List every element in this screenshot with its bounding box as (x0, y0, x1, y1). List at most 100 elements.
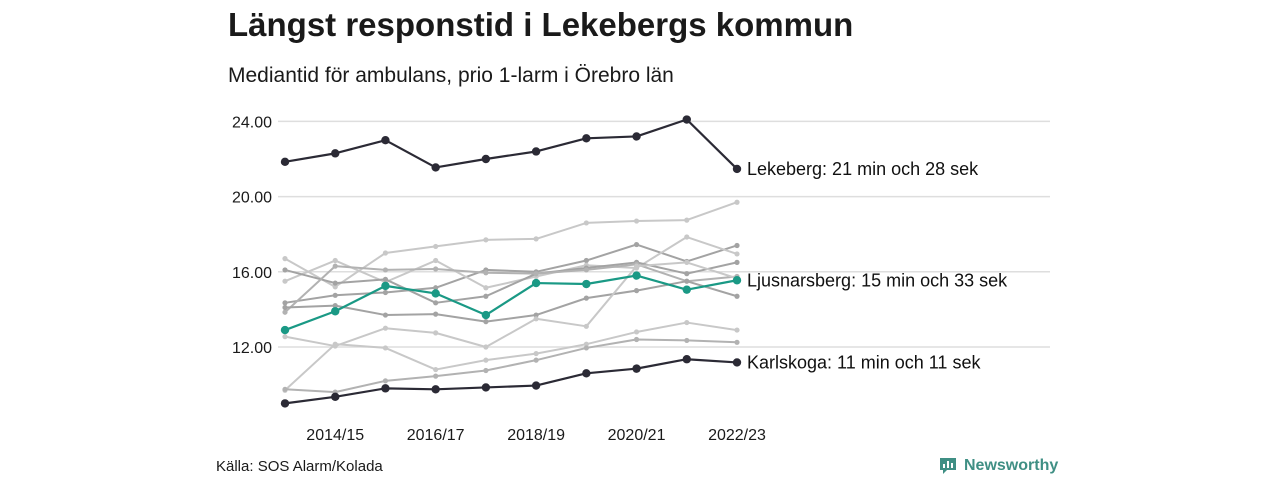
chart-title: Längst responstid i Lekebergs kommun (228, 6, 854, 43)
data-point (682, 355, 691, 364)
data-point (732, 358, 742, 367)
data-point (433, 330, 439, 336)
data-point (582, 279, 591, 289)
x-tick-label: 2020/21 (608, 427, 666, 444)
data-point (431, 289, 440, 298)
data-point (684, 234, 690, 240)
data-point (282, 300, 288, 306)
data-point (483, 357, 489, 363)
data-point (332, 257, 338, 264)
y-tick-label: 20.00 (232, 190, 272, 207)
y-tick-label: 24.00 (232, 114, 272, 131)
data-point (433, 266, 439, 272)
data-point (533, 350, 539, 357)
data-point (632, 271, 641, 280)
series-path (283, 118, 739, 171)
data-point (382, 250, 389, 256)
data-point (433, 243, 439, 250)
x-axis: 2014/15 2016/17 2018/19 2020/21 2022/23 (306, 427, 766, 444)
data-point (483, 367, 489, 374)
data-point (732, 276, 742, 285)
data-point (531, 147, 541, 156)
series-label: Lekeberg: 21 min och 28 sek (747, 159, 979, 179)
data-point (331, 392, 340, 402)
data-point (282, 386, 288, 392)
logo-text: Newsworthy (964, 457, 1059, 474)
data-point (684, 319, 690, 326)
series-path (284, 261, 738, 348)
data-point (433, 300, 439, 306)
data-point (431, 163, 440, 172)
series-path (283, 274, 739, 332)
series-path (283, 358, 739, 405)
data-point (282, 334, 288, 340)
data-point (282, 278, 288, 284)
data-point (433, 373, 439, 379)
x-tick-label: 2014/15 (306, 427, 364, 444)
data-point (431, 385, 440, 394)
data-point (582, 134, 591, 143)
series-path (284, 201, 738, 288)
data-point (533, 357, 539, 363)
data-point (433, 366, 439, 373)
data-point (382, 312, 389, 318)
data-point (332, 303, 338, 309)
data-point (734, 339, 740, 345)
data-point (331, 149, 340, 158)
line-chart: 12.00 16.00 20.00 24.00 2014/15 2016/17 2018/… (232, 114, 1050, 444)
series-ljusnarsberg (280, 271, 742, 335)
data-point (533, 316, 539, 322)
data-point (481, 310, 491, 320)
series-line (282, 319, 740, 393)
data-point (332, 284, 338, 290)
series-path (284, 261, 738, 304)
series-karlskoga (280, 355, 742, 408)
series-line (282, 199, 740, 290)
data-point (583, 295, 589, 301)
data-point (734, 242, 740, 249)
data-point (483, 285, 489, 291)
data-point (633, 336, 640, 343)
data-point (583, 257, 589, 264)
series-path (284, 321, 738, 392)
data-point (682, 285, 691, 294)
data-point (583, 341, 589, 347)
data-point (282, 256, 288, 262)
data-point (381, 281, 390, 291)
series-path (284, 280, 738, 323)
y-tick-label: 12.00 (232, 340, 272, 357)
data-point (481, 383, 491, 392)
data-point (583, 345, 589, 351)
series-line (282, 278, 740, 325)
data-point (583, 267, 589, 273)
data-point (332, 280, 338, 286)
data-point (282, 304, 288, 311)
data-point (280, 157, 290, 167)
source-note: Källa: SOS Alarm/Kolada (216, 458, 383, 475)
data-point (483, 293, 489, 299)
x-tick-label: 2022/23 (708, 427, 766, 444)
data-point (533, 312, 539, 318)
y-tick-label: 16.00 (232, 265, 272, 282)
data-point (433, 311, 439, 317)
data-point (583, 323, 589, 329)
data-point (732, 164, 742, 174)
background-series (282, 199, 740, 395)
data-point (583, 220, 589, 226)
data-point (684, 337, 690, 344)
data-point (381, 136, 390, 145)
y-axis: 12.00 16.00 20.00 24.00 (232, 114, 272, 357)
data-point (382, 325, 389, 331)
data-point (531, 381, 541, 390)
data-point (282, 267, 288, 273)
data-point (282, 309, 288, 315)
data-point (531, 278, 541, 288)
series-path (284, 338, 738, 394)
data-point (382, 267, 389, 273)
data-point (382, 289, 389, 296)
data-point (483, 270, 489, 276)
data-point (382, 345, 389, 351)
data-point (632, 364, 641, 373)
x-tick-label: 2016/17 (407, 427, 465, 444)
data-point (280, 399, 290, 408)
